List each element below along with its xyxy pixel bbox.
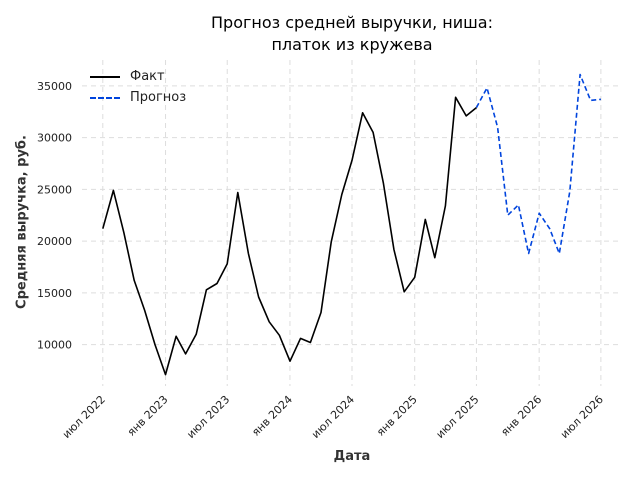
series-line-forecast [475,73,601,255]
x-tick-label: июл 2023 [184,393,232,441]
legend-swatch-forecast [90,96,120,99]
legend-item-forecast: Прогноз [90,87,186,108]
chart-title-line-2: платок из кружева [271,35,433,54]
x-tick-label: июл 2024 [309,393,357,441]
y-axis-ticks: 10000 15000 20000 25000 30000 35000 [37,80,72,352]
legend-swatch-fact [90,75,120,78]
x-tick-label: янв 2024 [249,393,295,439]
x-tick-label: июл 2026 [558,393,606,441]
x-axis-ticks: июл 2022 янв 2023 июл 2023 янв 2024 июл 2024… [60,393,606,441]
y-tick-label: 25000 [37,183,72,196]
y-tick-label: 20000 [37,235,72,248]
legend-item-fact: Факт [90,66,186,87]
x-tick-label: янв 2025 [374,393,420,439]
x-tick-label: янв 2026 [498,393,544,439]
grid-lines [82,60,622,386]
y-axis-label: Средняя выручка, руб. [14,135,30,309]
legend-label-fact: Факт [130,69,165,84]
chart-title: Прогноз средней выручки, ниша: платок из… [82,12,622,56]
x-axis-label: Дата [333,449,371,464]
y-tick-label: 30000 [37,132,72,145]
y-tick-label: 35000 [37,80,72,93]
legend: Факт Прогноз [90,66,186,108]
series-lines [102,73,601,376]
legend-label-forecast: Прогноз [130,90,187,105]
x-tick-label: янв 2023 [125,393,171,439]
x-tick-label: июл 2025 [434,393,482,441]
series-line-fact [102,96,477,376]
y-tick-label: 10000 [37,339,72,352]
y-tick-label: 15000 [37,287,72,300]
x-tick-label: июл 2022 [60,393,108,441]
chart-title-line-1: Прогноз средней выручки, ниша: [211,13,493,32]
